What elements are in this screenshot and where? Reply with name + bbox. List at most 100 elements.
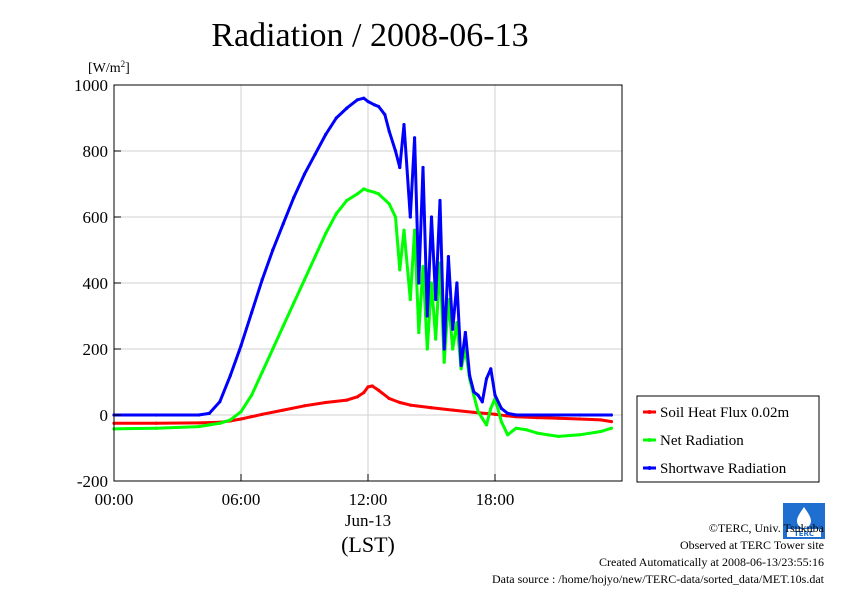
series-point-2	[292, 195, 296, 199]
series-point-2	[484, 377, 489, 381]
series-point-1	[260, 370, 264, 374]
series-point-0	[451, 408, 455, 412]
series-point-0	[324, 400, 328, 405]
footer-copyright: ©TERC, Univ. Tsukuba	[708, 521, 824, 535]
series-point-2	[489, 367, 493, 371]
legend-marker	[647, 466, 652, 470]
series-point-1	[292, 301, 296, 305]
series-point-2	[468, 373, 472, 377]
series-point-2	[197, 413, 201, 417]
series-point-1	[408, 297, 412, 302]
series-point-0	[197, 421, 201, 425]
series-point-2	[578, 413, 582, 417]
series-point-2	[228, 373, 233, 377]
series-point-1	[421, 264, 425, 269]
legend-label: Soil Heat Flux 0.02m	[660, 405, 790, 421]
series-point-2	[393, 149, 398, 153]
series-point-0	[408, 403, 412, 407]
x-tick-labels: 00:00 06:00 12:00 18:00	[95, 474, 515, 509]
series-point-2	[362, 96, 366, 100]
series-point-1	[372, 190, 376, 194]
series-point-2	[506, 411, 510, 415]
series-point-2	[249, 311, 254, 315]
series-point-0	[472, 410, 476, 414]
x-tick-label: 06:00	[222, 490, 261, 509]
series-point-1	[609, 426, 614, 430]
series-point-1	[228, 418, 233, 422]
series-point-1	[387, 202, 391, 206]
series-point-1	[476, 410, 480, 414]
legend-label: Shortwave Radiation	[660, 461, 787, 477]
series-point-2	[408, 215, 412, 219]
y-tick-labels: -200 0 200 400 600 800 1000	[74, 76, 121, 491]
series-point-0	[493, 412, 497, 416]
legend-marker	[647, 438, 652, 442]
footer-source: Data source : /home/hojyo/new/TERC-data/…	[491, 572, 824, 586]
series-point-2	[387, 129, 391, 133]
series-point-1	[578, 433, 582, 437]
series-point-0	[362, 390, 366, 395]
y-tick-label: 800	[83, 142, 109, 161]
series-point-2	[260, 278, 264, 282]
series-point-2	[499, 406, 503, 410]
series-point-0	[281, 408, 285, 412]
series-point-0	[578, 417, 582, 421]
series-point-2	[345, 106, 349, 110]
series-point-1	[546, 433, 550, 437]
series-point-1	[393, 215, 398, 219]
series-point-0	[302, 404, 307, 408]
y-tick-label: -200	[77, 472, 108, 491]
series-point-2	[154, 413, 158, 417]
series-point-1	[459, 367, 463, 371]
series-point-0	[387, 396, 391, 401]
series-point-1	[556, 434, 561, 439]
x-tick-label: 12:00	[349, 490, 388, 509]
series-point-1	[218, 421, 222, 425]
series-point-0	[503, 414, 508, 418]
series-point-2	[446, 255, 451, 259]
series-point-1	[324, 231, 328, 236]
y-tick-label: 1000	[74, 76, 108, 95]
series-point-0	[376, 388, 381, 392]
series-point-2	[402, 123, 406, 127]
series-point-2	[429, 215, 434, 219]
series-point-2	[376, 104, 381, 109]
series-point-1	[417, 330, 421, 335]
series-point-0	[535, 416, 539, 420]
footer-created: Created Automatically at 2008-06-13/23:5…	[599, 555, 824, 569]
series-point-1	[599, 429, 603, 434]
series-point-0	[429, 406, 434, 410]
y-tick-label: 0	[100, 406, 109, 425]
series-point-0	[599, 418, 603, 422]
series-point-0	[345, 398, 349, 402]
series-point-2	[421, 165, 425, 170]
series-point-2	[302, 172, 307, 176]
series-line-1	[113, 187, 612, 438]
legend-box	[636, 395, 820, 483]
series-point-0	[556, 416, 561, 420]
series-point-1	[442, 360, 446, 364]
series-point-2	[514, 413, 518, 417]
series-point-2	[442, 347, 446, 351]
series-point-2	[480, 400, 484, 404]
series-point-2	[324, 132, 328, 137]
series-point-1	[154, 426, 158, 430]
series-point-1	[281, 324, 285, 328]
series-point-2	[372, 103, 376, 107]
y-tick-label: 400	[83, 274, 109, 293]
series-point-0	[154, 421, 158, 425]
series-point-1	[425, 347, 429, 351]
series-point-2	[609, 413, 614, 417]
y-tick-label: 600	[83, 208, 109, 227]
series-point-2	[451, 327, 455, 331]
series-point-2	[438, 198, 442, 203]
series-layer	[112, 96, 614, 439]
series-point-2	[281, 222, 285, 226]
series-point-2	[463, 330, 467, 335]
series-point-1	[398, 268, 402, 272]
series-point-1	[366, 189, 370, 193]
x-tick-label: 18:00	[476, 490, 515, 509]
series-point-2	[313, 152, 317, 156]
series-point-2	[472, 390, 476, 394]
